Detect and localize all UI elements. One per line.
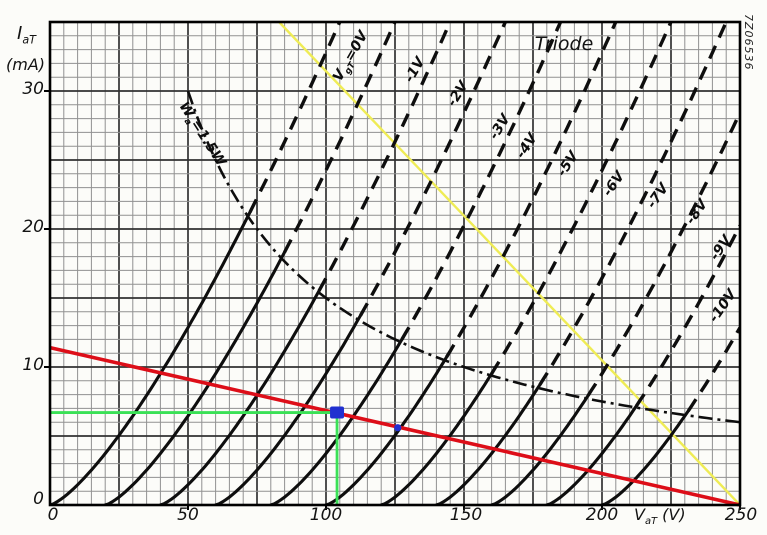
curve-dashed--9V: [635, 224, 740, 407]
x-tick-150: 150: [449, 505, 483, 525]
x-tick-100: 100: [309, 505, 343, 525]
curve-dashed--1V: [283, 22, 397, 253]
operating-point-marker: [330, 406, 345, 419]
y-axis-symbol: IaT: [17, 23, 36, 47]
y-tick-0: 0: [33, 489, 44, 509]
curve-solid--7V: [434, 383, 542, 505]
curve-solid--10V: [600, 409, 690, 505]
curve-dashed--2V: [317, 22, 453, 292]
curve-dashed--8V: [586, 111, 740, 397]
curve-solid--8V: [490, 393, 590, 505]
curve-dashed--6V: [490, 22, 673, 375]
curve-dashed--3V: [359, 22, 508, 317]
curve-solid-VgT=0V: [50, 210, 252, 505]
curve-dashed--7V: [538, 22, 729, 386]
curve-dashed--10V: [686, 326, 740, 412]
characteristic-curves-layer: [50, 22, 740, 505]
x-tick-200: 200: [585, 505, 619, 525]
curve-solid--5V: [324, 355, 449, 505]
curve-dashed--5V: [445, 22, 618, 358]
curve-dashed--4V: [400, 22, 563, 341]
curve-solid--3V: [214, 313, 363, 505]
yellow-line: [278, 22, 740, 505]
x-axis-symbol-main: V: [634, 505, 645, 524]
power-hyperbola: [186, 90, 740, 424]
x-axis-unit: (V): [662, 505, 686, 524]
x-axis-symbol-sub: aT: [644, 516, 658, 528]
x-axis-symbol: VaT (V): [634, 505, 686, 528]
y-axis-symbol-sub: aT: [22, 33, 36, 47]
curve-solid--9V: [545, 404, 639, 505]
curve-solid--2V: [158, 289, 321, 505]
curve-solid--1V: [103, 250, 287, 505]
curve-dashed-VgT=0V: [248, 22, 342, 213]
grid-layer: [49, 21, 741, 506]
y-axis-unit: (mA): [6, 55, 46, 74]
x-tick-50: 50: [177, 505, 199, 525]
small-blue-marker: [394, 424, 402, 432]
plot-border: [48, 20, 742, 507]
chart-title: Triode: [534, 33, 594, 55]
x-tick-250: 250: [724, 505, 758, 525]
y-tick-20: 20: [22, 217, 44, 237]
x-tick-0: 0: [47, 505, 59, 525]
y-tick-10: 10: [22, 355, 44, 375]
y-axis-symbol-main: I: [17, 23, 23, 44]
curve-solid--6V: [379, 372, 494, 505]
y-tick-30: 30: [22, 79, 44, 99]
document-code: 7Z06536: [742, 14, 755, 71]
